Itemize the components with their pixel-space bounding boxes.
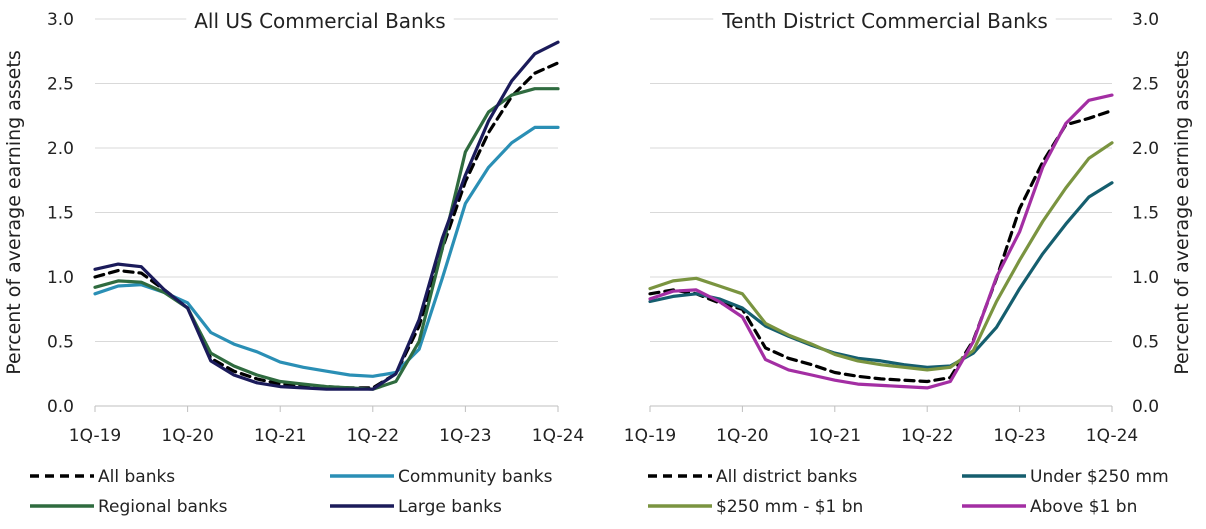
- chart-all-us-commercial-banks: 0.0 0.5 1.0 1.5 2.0 2.5 3.0 1Q-19 1Q-20 1Q-21 1Q-2…: [3, 7, 584, 517]
- chart-0-series-regional-banks: [93, 87, 560, 391]
- chart-1-y-axis-title: Percent of average earning assets: [1171, 50, 1193, 374]
- chart-0-x-tick-label: 1Q-22: [347, 426, 399, 446]
- chart-1-title: Tenth District Commercial Banks: [721, 9, 1048, 33]
- chart-1-legend-label-under-250-mm: Under $250 mm: [1030, 467, 1169, 487]
- chart-0-y-tick-label: 2.5: [47, 75, 74, 95]
- chart-0-y-tick-label: 3.0: [47, 10, 74, 30]
- chart-1-y-tick-label: 2.0: [1132, 139, 1159, 159]
- chart-0-y-axis-title: Percent of average earning assets: [3, 50, 25, 374]
- chart-1-y-tick-label: 3.0: [1132, 10, 1159, 30]
- chart-0-legend-label-regional-banks: Regional banks: [98, 497, 228, 517]
- chart-1-x-tick-label: 1Q-21: [809, 426, 861, 446]
- chart-1-y-tick-label: 2.5: [1132, 75, 1159, 95]
- chart-0-y-tick-label: 0.5: [47, 333, 74, 353]
- chart-1-x-tick-label: 1Q-24: [1086, 426, 1138, 446]
- chart-0-legend-label-community-banks: Community banks: [398, 467, 553, 487]
- chart-0-title-background: [186, 7, 454, 35]
- chart-1-y-tick-label: 0.0: [1132, 397, 1159, 417]
- chart-1-series-all-district-banks: [648, 108, 1114, 384]
- chart-1-y-tick-label: 1.0: [1132, 268, 1159, 288]
- chart-0-y-tick-label: 0.0: [47, 397, 74, 417]
- chart-1-x-tick-label: 1Q-22: [901, 426, 953, 446]
- chart-tenth-district-commercial-banks: 0.0 0.5 1.0 1.5 2.0 2.5 3.0 1Q-19 1Q-20 1Q-21 1Q-2…: [624, 7, 1193, 517]
- chart-0-y-tick-label: 1.0: [47, 268, 74, 288]
- chart-0-y-tick-label: 2.0: [47, 139, 74, 159]
- chart-1-series-250-mm-1-bn: [648, 141, 1114, 372]
- chart-0-legend-label-large-banks: Large banks: [398, 497, 502, 517]
- chart-1-y-tick-label: 0.5: [1132, 333, 1159, 353]
- chart-1-series-under-250-mm: [648, 181, 1114, 369]
- chart-1-y-tick-label: 1.5: [1132, 204, 1159, 224]
- chart-0-series-community-banks: [93, 125, 560, 378]
- chart-0-x-tick-label: 1Q-24: [532, 426, 584, 446]
- chart-1-title-background: [713, 7, 1056, 35]
- chart-0-x-tick-label: 1Q-19: [69, 426, 121, 446]
- chart-0-series-large-banks: [93, 40, 560, 391]
- chart-0-y-tick-label: 1.5: [47, 204, 74, 224]
- chart-1-x-tick-label: 1Q-20: [716, 426, 768, 446]
- chart-1-legend-label-all-district-banks: All district banks: [716, 467, 857, 487]
- chart-0-x-tick-label: 1Q-21: [254, 426, 306, 446]
- chart-0-legend-label-all-banks: All banks: [98, 467, 175, 487]
- chart-1-series-above-1-bn: [648, 93, 1114, 390]
- chart-1-x-tick-label: 1Q-19: [624, 426, 676, 446]
- chart-0-x-tick-label: 1Q-20: [161, 426, 213, 446]
- chart-1-x-tick-label: 1Q-23: [993, 426, 1045, 446]
- chart-0-x-tick-label: 1Q-23: [439, 426, 491, 446]
- chart-1-legend-label-250-mm-1-bn: $250 mm - $1 bn: [716, 497, 863, 517]
- chart-1-legend-label-above-1-bn: Above $1 bn: [1030, 497, 1137, 517]
- chart-0-title: All US Commercial Banks: [194, 9, 445, 33]
